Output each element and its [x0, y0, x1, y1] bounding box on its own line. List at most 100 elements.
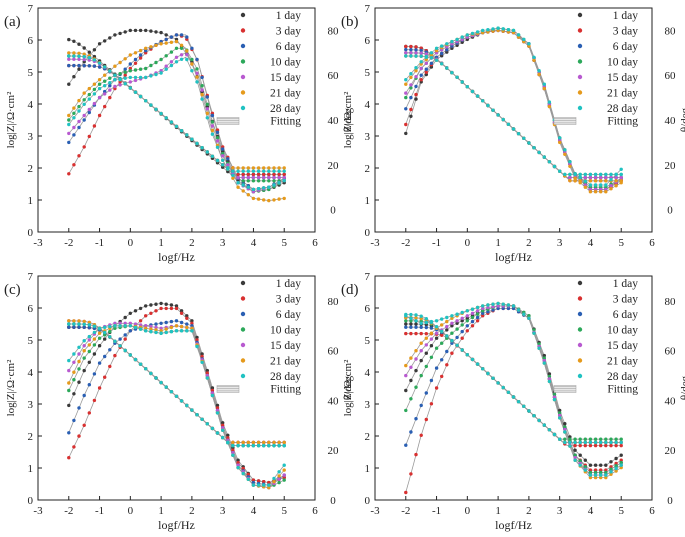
phase-point-s4 [277, 477, 281, 481]
modulus-point-s6 [609, 440, 613, 445]
modulus-point-s3 [262, 179, 266, 183]
phase-point-s6 [195, 344, 199, 349]
phase-point-s1 [164, 306, 168, 311]
fit-curve-modulus-0 [68, 39, 285, 175]
phase-point-s6 [77, 109, 81, 113]
phase-point-s5 [251, 196, 256, 201]
modulus-point-s3 [272, 179, 276, 183]
modulus-point-s6 [532, 146, 536, 150]
phase-point-s6 [82, 102, 86, 107]
phase-point-s6 [67, 358, 71, 363]
phase-point-s2 [174, 33, 179, 37]
modulus-point-s6 [419, 314, 423, 318]
phase-point-s6 [429, 51, 434, 55]
y2-axis-title: θ/deg [342, 107, 354, 132]
modulus-point-s4 [419, 51, 423, 55]
phase-point-s3 [450, 331, 454, 335]
modulus-point-s1 [262, 172, 266, 177]
phase-point-s5 [87, 343, 92, 347]
modulus-point-s1 [414, 331, 418, 336]
modulus-point-s4 [409, 51, 413, 55]
modulus-point-s6 [455, 343, 459, 347]
x-tick-label: 3 [557, 505, 563, 517]
phase-point-s1 [481, 314, 485, 318]
phase-point-s4 [174, 55, 179, 59]
phase-point-s3 [92, 343, 97, 347]
phase-point-s2 [429, 378, 434, 383]
y-tick-label: 0 [365, 495, 371, 507]
modulus-point-s5 [282, 166, 286, 170]
phase-point-s1 [72, 445, 76, 449]
phase-point-s4 [103, 92, 107, 96]
x-tick-label: 0 [128, 237, 134, 249]
phase-point-s6 [205, 116, 209, 120]
phase-point-s6 [404, 78, 408, 82]
phase-point-s5 [588, 475, 593, 480]
phase-point-s2 [169, 319, 174, 324]
phase-point-s5 [154, 43, 158, 47]
modulus-point-s6 [573, 440, 577, 445]
phase-point-s6 [537, 69, 541, 73]
phase-point-s1 [445, 363, 449, 367]
modulus-point-s6 [455, 75, 459, 80]
phase-point-s2 [97, 361, 102, 365]
phase-point-s5 [174, 39, 179, 44]
phase-point-s4 [414, 75, 418, 79]
phase-point-s0 [588, 463, 593, 467]
phase-point-s5 [414, 69, 418, 73]
phase-point-s6 [532, 55, 536, 59]
modulus-point-s4 [241, 175, 245, 180]
modulus-point-s5 [588, 179, 593, 183]
modulus-point-s3 [578, 437, 582, 441]
phase-point-s6 [424, 55, 428, 59]
modulus-point-s2 [87, 325, 92, 330]
modulus-point-s5 [241, 440, 245, 445]
phase-point-s0 [404, 388, 408, 393]
phase-point-s1 [82, 145, 86, 149]
modulus-point-s6 [552, 164, 557, 169]
phase-point-s4 [164, 64, 168, 68]
phase-point-s6 [501, 302, 505, 306]
legend-marker [577, 43, 583, 49]
phase-point-s4 [82, 344, 86, 348]
x-tick-label: 6 [312, 237, 318, 249]
modulus-point-s6 [282, 169, 286, 173]
modulus-point-s3 [267, 179, 271, 183]
phase-point-s1 [185, 316, 189, 320]
phase-point-s1 [409, 107, 413, 112]
phase-point-s6 [568, 444, 572, 448]
phase-point-s4 [67, 131, 71, 136]
phase-point-s6 [522, 312, 526, 316]
legend-marker [577, 296, 583, 301]
fit-curve-phase-6 [68, 325, 285, 486]
legend-marker [240, 280, 246, 286]
phase-point-s6 [195, 80, 199, 84]
modulus-point-s4 [236, 175, 240, 180]
y2-tick-label: 60 [328, 70, 340, 82]
phase-point-s2 [190, 324, 194, 328]
modulus-point-s2 [67, 325, 71, 329]
phase-point-s4 [419, 66, 423, 71]
phase-point-s0 [92, 352, 97, 356]
phase-point-s0 [200, 352, 204, 356]
phase-point-s0 [82, 368, 86, 373]
phase-point-s6 [210, 393, 215, 398]
phase-point-s5 [542, 86, 546, 91]
modulus-point-s6 [128, 86, 132, 90]
phase-point-s2 [82, 118, 86, 122]
phase-point-s2 [128, 329, 132, 333]
y2-tick-label: 40 [328, 115, 340, 127]
modulus-point-s6 [481, 367, 485, 371]
phase-point-s2 [72, 418, 76, 423]
phase-point-s4 [205, 373, 209, 378]
modulus-point-s4 [272, 175, 276, 180]
phase-point-s6 [614, 466, 618, 471]
phase-point-s1 [138, 56, 143, 60]
phase-point-s1 [97, 113, 102, 118]
phase-point-s6 [470, 307, 475, 311]
modulus-point-s6 [185, 403, 189, 408]
modulus-point-s5 [256, 440, 261, 445]
modulus-point-s6 [599, 172, 603, 177]
phase-point-s2 [77, 125, 81, 130]
phase-point-s0 [419, 358, 423, 363]
